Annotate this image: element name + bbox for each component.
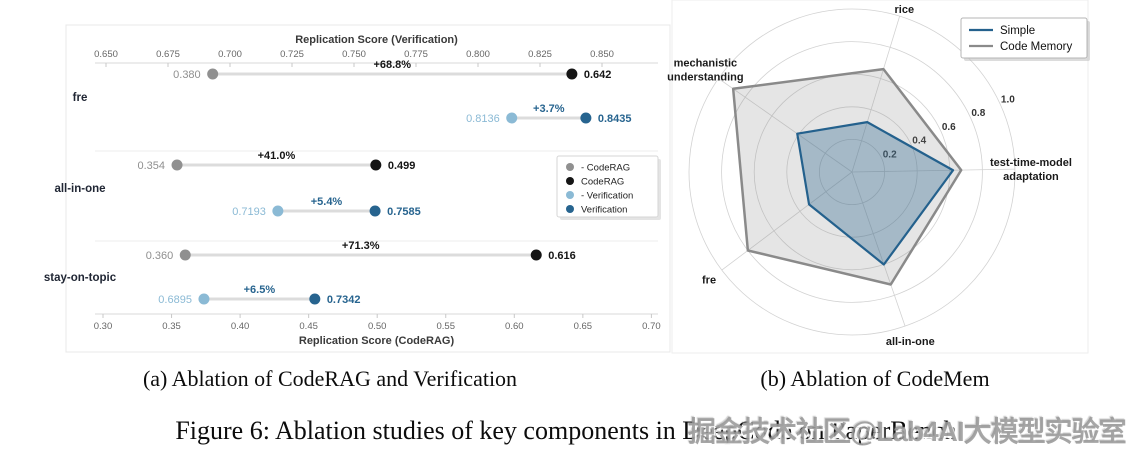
value-label-without: 0.7193	[232, 206, 266, 218]
value-label-with: 0.499	[388, 160, 416, 172]
category-label: all-in-one	[54, 183, 105, 195]
legend-box	[960, 17, 1088, 59]
bottom-axis-tick-label: 0.50	[368, 321, 387, 332]
radar-polygon-code-memory	[731, 67, 963, 286]
top-axis-tick-label: 0.850	[590, 49, 614, 60]
radar-axis-label: fre	[702, 275, 716, 287]
radar-ring	[786, 106, 918, 238]
value-label-without: 0.354	[138, 160, 166, 172]
value-label-without: 0.360	[146, 250, 174, 262]
bottom-axis-tick-label: 0.40	[231, 321, 250, 332]
category-label: fre	[73, 92, 88, 104]
radar-tick-label: 1.0	[1001, 94, 1015, 105]
legend-marker	[566, 205, 574, 213]
radar-ring	[819, 138, 886, 205]
radar-ring	[721, 41, 983, 303]
legend-label: CodeRAG	[581, 177, 624, 188]
radar-tick-label: 0.8	[971, 108, 985, 119]
dot-with	[580, 112, 592, 124]
dot-with	[309, 293, 321, 305]
dot-with	[566, 68, 578, 80]
bottom-axis-tick-label: 0.35	[162, 321, 181, 332]
bottom-axis-tick-label: 0.65	[574, 321, 593, 332]
top-axis-tick-label: 0.725	[280, 49, 304, 60]
value-label-without: 0.380	[173, 69, 201, 81]
legend-label: Verification	[581, 205, 627, 216]
top-axis-tick-label: 0.675	[156, 49, 180, 60]
delta-label: +3.7%	[533, 103, 565, 115]
radar-spoke	[851, 168, 1015, 173]
radar-spoke	[851, 171, 906, 327]
value-label-with: 0.642	[584, 69, 612, 81]
top-axis-title: Replication Score (Verification)	[295, 34, 458, 46]
dot-without	[272, 205, 284, 217]
radar-axis-label: test-time-model	[990, 157, 1072, 169]
radar-tick-label: 0.6	[942, 122, 956, 133]
caption-panel-b: (b) Ablation of CodeMem	[760, 366, 990, 391]
radar-ring	[688, 8, 1016, 336]
caption-panel-a: (a) Ablation of CodeRAG and Verification	[142, 366, 518, 391]
legend-label: Simple	[1000, 25, 1035, 37]
legend-marker	[566, 191, 574, 199]
top-axis-tick-label: 0.775	[404, 49, 428, 60]
top-axis-tick-label: 0.750	[342, 49, 366, 60]
top-axis-tick-label: 0.825	[528, 49, 552, 60]
watermark: 掘金技术社区@Lab4AI大模型实验室	[688, 416, 1127, 447]
top-axis-tick-label: 0.800	[466, 49, 490, 60]
radar-chart: 0.2 0.4 0.6 0.8 1.0 rice test-time-model adapta…	[667, 0, 1090, 354]
value-label-with: 0.616	[548, 250, 576, 262]
radar-axis-label: all-in-one	[886, 336, 935, 348]
delta-label: +41.0%	[258, 150, 296, 162]
top-axis-tick-label: 0.700	[218, 49, 242, 60]
dumbbell-legend: - CodeRAG CodeRAG - Verification Verificati…	[556, 155, 661, 220]
radar-axis-label: adaptation	[1003, 171, 1059, 183]
radar-axis-label: rice	[895, 4, 915, 16]
radar-spoke	[718, 78, 853, 173]
delta-label: +6.5%	[244, 284, 276, 296]
legend-box	[556, 155, 659, 218]
value-label-with: 0.8435	[598, 113, 632, 125]
radar-spoke	[851, 16, 901, 173]
dot-without	[171, 159, 183, 171]
dot-without	[198, 293, 210, 305]
dot-with	[369, 205, 381, 217]
figure-caption: Figure 6: Ablation studies of key compon…	[175, 416, 957, 445]
value-label-without: 0.6895	[158, 294, 192, 306]
delta-label: +71.3%	[342, 240, 380, 252]
legend-marker	[566, 163, 574, 171]
legend-marker	[566, 177, 574, 185]
bottom-axis-tick-label: 0.30	[94, 321, 113, 332]
radar-tick-label: 0.2	[883, 149, 897, 160]
radar-tick-label: 0.4	[912, 136, 926, 147]
radar-legend: Simple Code Memory	[960, 17, 1090, 61]
legend-label: Code Memory	[1000, 41, 1072, 53]
category-label: stay-on-topic	[44, 272, 117, 284]
radar-axis-label: understanding	[667, 71, 743, 83]
delta-label: +68.8%	[373, 59, 411, 71]
bottom-axis-tick-label: 0.55	[437, 321, 456, 332]
bottom-axis-tick-label: 0.45	[299, 321, 318, 332]
dot-with	[370, 159, 382, 171]
dumbbell-chart: Replication Score (Verification) 0.650 0.6…	[44, 24, 671, 353]
legend-label: - CodeRAG	[581, 163, 630, 174]
radar-polygon-simple	[796, 121, 955, 266]
bottom-axis-tick-label: 0.60	[505, 321, 524, 332]
value-label-with: 0.7585	[387, 206, 421, 218]
dot-without	[179, 249, 191, 261]
legend-label: - Verification	[581, 191, 633, 202]
bottom-axis-title: Replication Score (CodeRAG)	[299, 335, 455, 347]
top-axis-tick-label: 0.650	[94, 49, 118, 60]
dot-without	[207, 68, 219, 80]
dot-with	[530, 249, 542, 261]
bottom-axis-tick-label: 0.70	[642, 321, 661, 332]
dot-without	[506, 112, 518, 124]
radar-spoke	[721, 171, 853, 271]
radar-axis-label: mechanistic	[674, 57, 738, 69]
delta-label: +5.4%	[311, 196, 343, 208]
value-label-without: 0.8136	[466, 113, 500, 125]
value-label-with: 0.7342	[327, 294, 361, 306]
